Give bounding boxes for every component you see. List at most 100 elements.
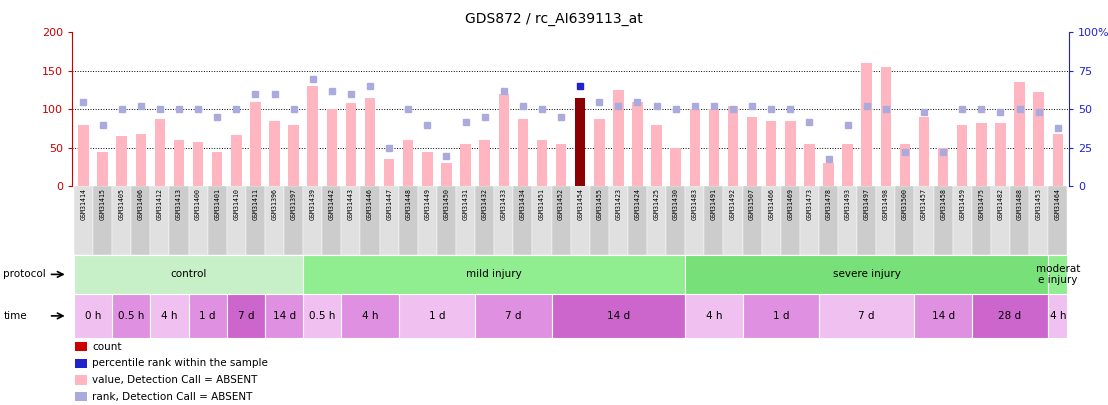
Bar xyxy=(766,121,777,186)
Text: 4 h: 4 h xyxy=(161,311,177,321)
Text: GSM31450: GSM31450 xyxy=(443,188,450,220)
Text: GSM31431: GSM31431 xyxy=(462,188,469,220)
Text: GSM31443: GSM31443 xyxy=(348,188,353,220)
Bar xyxy=(957,125,967,186)
Text: 0.5 h: 0.5 h xyxy=(309,311,336,321)
Bar xyxy=(1014,82,1025,186)
Bar xyxy=(1053,134,1063,186)
Bar xyxy=(74,294,112,338)
Text: GSM31401: GSM31401 xyxy=(214,188,220,220)
Bar xyxy=(533,186,552,255)
Text: GSM31507: GSM31507 xyxy=(749,188,756,220)
Bar xyxy=(589,186,608,255)
Text: GSM31497: GSM31497 xyxy=(864,188,870,220)
Text: GSM31448: GSM31448 xyxy=(406,188,411,220)
Text: 14 d: 14 d xyxy=(607,311,630,321)
Bar xyxy=(307,86,318,186)
Text: GSM31449: GSM31449 xyxy=(424,188,430,220)
Text: severe injury: severe injury xyxy=(833,269,901,279)
Bar xyxy=(647,186,666,255)
Bar xyxy=(881,67,891,186)
Text: 1 d: 1 d xyxy=(429,311,445,321)
Bar xyxy=(304,255,685,294)
Text: 1 d: 1 d xyxy=(772,311,789,321)
Bar xyxy=(1048,186,1067,255)
Bar xyxy=(991,186,1010,255)
Text: GSM31396: GSM31396 xyxy=(271,188,277,220)
Bar xyxy=(418,186,437,255)
Bar xyxy=(79,125,89,186)
Bar xyxy=(174,140,184,186)
Bar xyxy=(304,186,322,255)
Bar xyxy=(976,123,986,186)
Bar xyxy=(475,294,552,338)
Text: GSM31434: GSM31434 xyxy=(520,188,526,220)
Bar xyxy=(934,186,953,255)
Bar xyxy=(480,140,490,186)
Text: GSM31452: GSM31452 xyxy=(558,188,564,220)
Bar xyxy=(437,186,456,255)
Bar xyxy=(914,186,934,255)
Bar xyxy=(689,109,700,186)
Bar xyxy=(112,186,131,255)
Bar xyxy=(269,121,279,186)
Text: moderat
e injury: moderat e injury xyxy=(1036,264,1080,285)
Text: time: time xyxy=(3,311,27,321)
Bar xyxy=(556,144,566,186)
Bar xyxy=(1048,294,1067,338)
Bar xyxy=(1029,186,1048,255)
Bar xyxy=(685,294,742,338)
Text: GSM31451: GSM31451 xyxy=(538,188,545,220)
Text: GSM31425: GSM31425 xyxy=(654,188,659,220)
Bar xyxy=(246,186,265,255)
Bar xyxy=(823,163,833,186)
Bar xyxy=(399,186,418,255)
Bar xyxy=(475,186,494,255)
Bar xyxy=(919,117,930,186)
Bar xyxy=(74,342,86,351)
Text: GSM31442: GSM31442 xyxy=(329,188,335,220)
Text: GDS872 / rc_AI639113_at: GDS872 / rc_AI639113_at xyxy=(465,12,643,26)
Text: GSM31424: GSM31424 xyxy=(635,188,640,220)
Text: GSM31414: GSM31414 xyxy=(81,188,86,220)
Bar xyxy=(1048,255,1067,294)
Text: GSM31433: GSM31433 xyxy=(501,188,506,220)
Bar xyxy=(608,186,628,255)
Text: GSM31432: GSM31432 xyxy=(482,188,488,220)
Text: control: control xyxy=(171,269,207,279)
Text: count: count xyxy=(92,341,122,352)
Bar xyxy=(786,121,796,186)
Bar xyxy=(341,186,360,255)
Bar xyxy=(876,186,895,255)
Text: GSM31475: GSM31475 xyxy=(978,188,984,220)
Bar xyxy=(135,134,146,186)
Bar xyxy=(594,119,605,186)
Text: GSM31454: GSM31454 xyxy=(577,188,583,220)
Bar xyxy=(499,94,509,186)
Text: 28 d: 28 d xyxy=(998,311,1022,321)
Bar xyxy=(227,186,246,255)
Bar xyxy=(842,144,853,186)
Text: 4 h: 4 h xyxy=(1049,311,1066,321)
Bar xyxy=(188,186,207,255)
Bar xyxy=(685,186,705,255)
Bar xyxy=(403,140,413,186)
Bar xyxy=(914,294,972,338)
Text: GSM31412: GSM31412 xyxy=(157,188,163,220)
Bar xyxy=(633,102,643,186)
Bar xyxy=(517,119,529,186)
Text: 14 d: 14 d xyxy=(273,311,296,321)
Bar xyxy=(383,159,394,186)
Text: GSM31410: GSM31410 xyxy=(234,188,239,220)
Bar xyxy=(761,186,781,255)
Bar xyxy=(327,109,337,186)
Text: GSM31423: GSM31423 xyxy=(615,188,622,220)
Bar xyxy=(207,186,227,255)
Bar xyxy=(456,186,475,255)
Text: GSM31488: GSM31488 xyxy=(1016,188,1023,220)
Bar xyxy=(995,123,1006,186)
Text: GSM31455: GSM31455 xyxy=(596,188,603,220)
Bar xyxy=(93,186,112,255)
Bar xyxy=(861,63,872,186)
Text: GSM31482: GSM31482 xyxy=(997,188,1004,220)
